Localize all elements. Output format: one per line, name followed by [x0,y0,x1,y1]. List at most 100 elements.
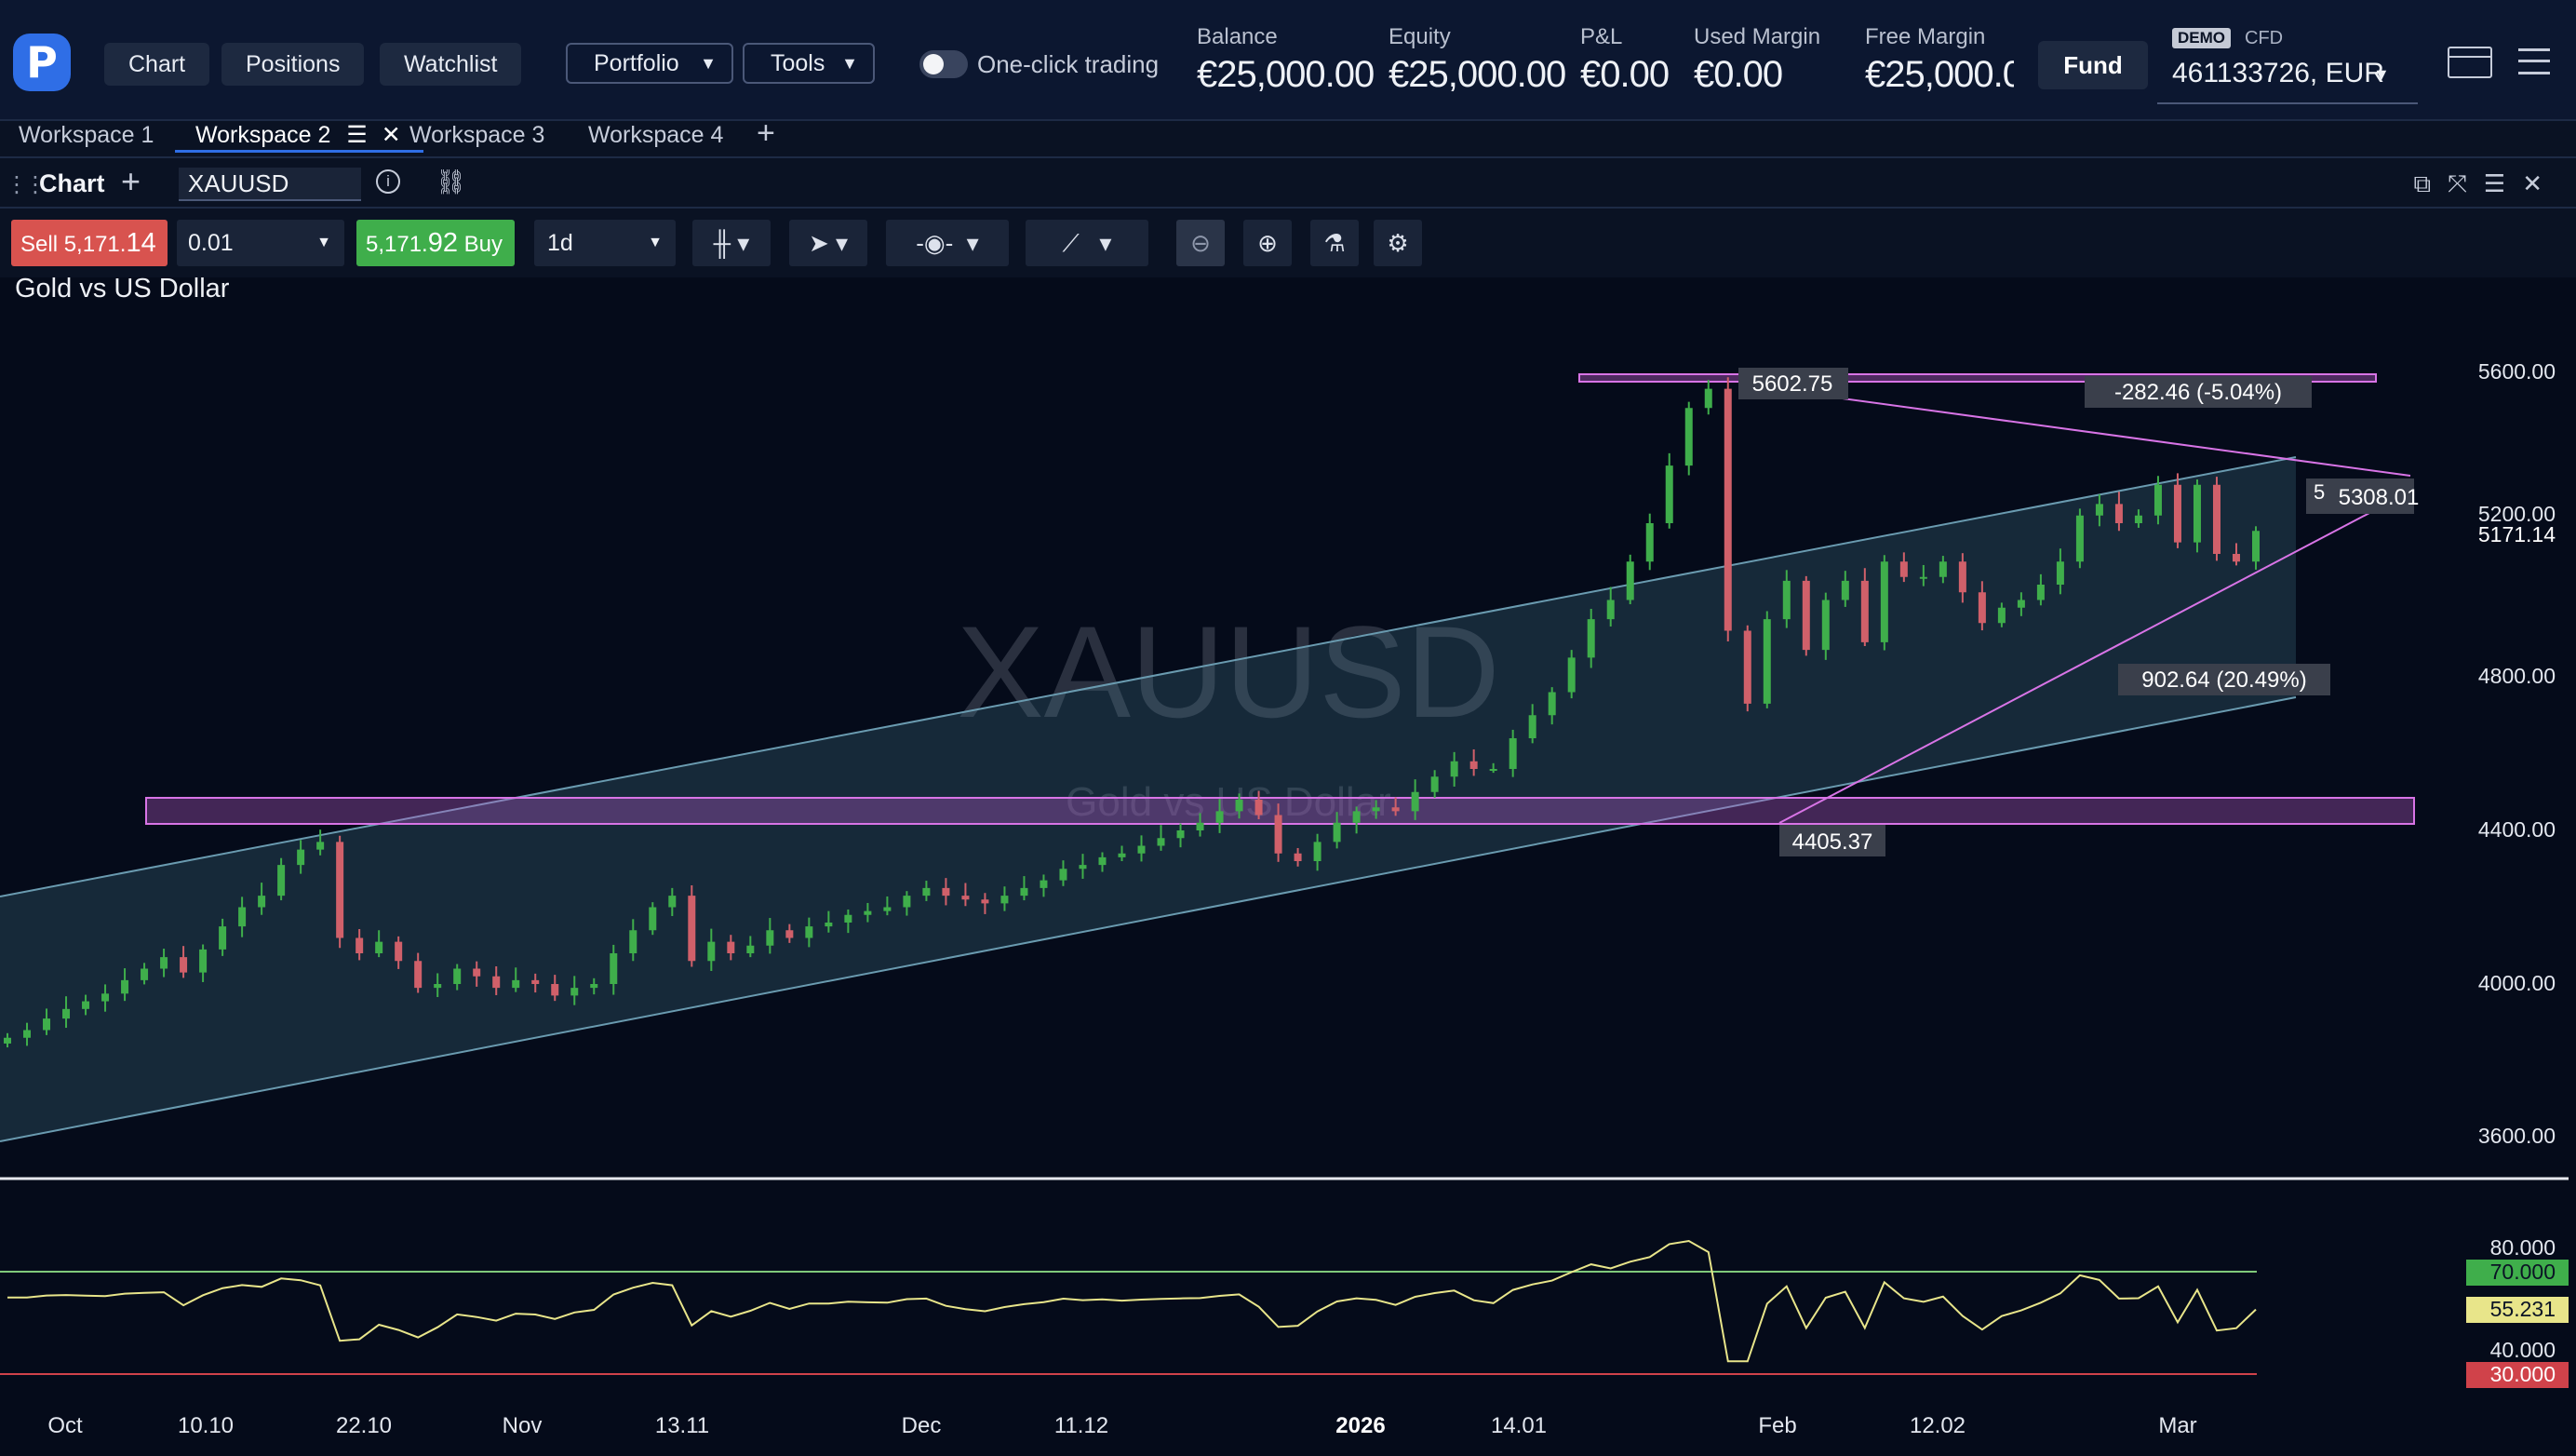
candle-body[interactable] [473,968,481,977]
candle-body[interactable] [1665,465,1673,523]
candle-body[interactable] [668,896,677,908]
channel-lower-line[interactable] [0,696,2297,1142]
candle-body[interactable] [1294,853,1302,861]
indicators-flask-icon[interactable]: ⚗ [1310,220,1359,266]
symbol-input[interactable]: XAUUSD [179,168,361,201]
tab-workspace-3[interactable]: Workspace 3 [409,122,545,148]
candle-body[interactable] [1215,811,1224,823]
candle-body[interactable] [1469,761,1478,769]
candle-body[interactable] [62,1008,71,1019]
cursor-tool-icon[interactable]: ➤ ▾ [789,220,867,266]
candle-body[interactable] [2232,554,2240,562]
layout-icon[interactable] [2448,47,2492,78]
candle-body[interactable] [1059,869,1067,881]
candle-body[interactable] [844,914,852,923]
drag-handle-icon[interactable]: ⋮⋮ [6,172,47,197]
price-chart-svg[interactable]: XAUUSD Gold vs US Dollar 5602.75 4405.37… [0,277,2576,1456]
candle-body[interactable] [1196,822,1204,830]
candle-body[interactable] [1176,830,1185,839]
candle-body[interactable] [1724,388,1732,631]
resistance-zone-rect[interactable] [1578,373,2377,383]
candle-body[interactable] [2036,585,2045,600]
candle-body[interactable] [1313,842,1322,861]
candle-body[interactable] [258,896,266,908]
candle-body[interactable] [825,923,833,927]
candle-body[interactable] [1528,715,1536,738]
candle-body[interactable] [1137,845,1146,854]
candle-body[interactable] [160,957,168,969]
candle-body[interactable] [82,1001,90,1009]
ascending-trendline[interactable] [1778,511,2372,824]
chart-area[interactable]: XAUUSD Gold vs US Dollar 5602.75 4405.37… [0,277,2576,1456]
candle-body[interactable] [238,907,247,927]
candle-body[interactable] [2134,515,2142,523]
candle-body[interactable] [942,887,950,897]
candle-body[interactable] [121,979,129,994]
candle-body[interactable] [1000,896,1009,904]
tab-workspace-2[interactable]: Workspace 2 ☰ ✕ [175,117,423,153]
candle-body[interactable] [1020,887,1028,897]
candle-body[interactable] [1040,880,1048,888]
quantity-select[interactable]: 0.01 ▼ [177,220,344,266]
candle-body[interactable] [1802,580,1810,651]
candle-body[interactable] [1997,607,2006,624]
candle-body[interactable] [2153,484,2162,516]
candle-body[interactable] [1411,791,1419,812]
candle-body[interactable] [2212,484,2220,554]
candle-body[interactable] [395,941,403,962]
candle-body[interactable] [2017,600,2025,608]
candle-body[interactable] [1391,807,1400,812]
expand-icon[interactable]: ⤧ [2448,169,2484,197]
candle-body[interactable] [707,941,716,962]
candle-body[interactable] [1450,761,1458,777]
candle-body[interactable] [981,899,989,904]
crosshair-tool-icon[interactable]: -◉- ▾ [886,220,1009,266]
descending-trendline[interactable] [1738,384,2411,477]
candle-body[interactable] [512,979,520,989]
candle-body[interactable] [1567,657,1576,693]
panel-menu-icon[interactable]: ☰ [2483,169,2523,197]
candle-body[interactable] [688,896,696,962]
trendline-tool-icon[interactable]: ⟋ ▾ [1026,220,1148,266]
sell-button[interactable]: Sell 5,171.14 [11,220,168,266]
date-axis[interactable]: Oct 10.10 22.10 Nov 13.11 Dec 11.12 2026… [47,1413,2196,1438]
candle-body[interactable] [2114,504,2123,523]
candle-body[interactable] [1860,580,1869,642]
candle-body[interactable] [1763,619,1771,704]
zoom-in-icon[interactable]: ⊕ [1243,220,1292,266]
candle-body[interactable] [1704,388,1712,409]
candle-body[interactable] [1254,800,1263,816]
candle-body[interactable] [1606,600,1615,620]
tab-menu-icon[interactable]: ☰ [346,122,368,148]
tab-workspace-4[interactable]: Workspace 4 [588,122,724,148]
tab-close-icon[interactable]: ✕ [381,122,401,148]
candle-body[interactable] [903,896,911,908]
timeframe-select[interactable]: 1d ▼ [534,220,676,266]
add-workspace-icon[interactable]: + [757,115,775,151]
candle-body[interactable] [277,865,286,897]
portfolio-dropdown[interactable]: Portfolio ▼ [566,43,733,84]
candle-body[interactable] [1645,523,1654,562]
add-chart-icon[interactable]: + [121,162,141,200]
rsi-line[interactable] [7,1239,2257,1363]
nav-positions-button[interactable]: Positions [221,43,365,86]
candle-body[interactable] [141,968,149,980]
candle-body[interactable] [492,976,501,989]
candle-body[interactable] [551,984,559,996]
candle-body[interactable] [590,984,598,989]
hamburger-menu-icon[interactable] [2518,48,2550,74]
tools-dropdown[interactable]: Tools ▼ [743,43,875,84]
candle-body[interactable] [1430,776,1439,792]
account-selector[interactable]: DEMO CFD 461133726, EUR ▼ [2157,19,2418,104]
candle-body[interactable] [570,988,579,996]
nav-watchlist-button[interactable]: Watchlist [380,43,522,86]
candle-body[interactable] [1157,838,1165,846]
candle-body[interactable] [746,945,755,953]
candle-body[interactable] [629,930,637,953]
zoom-out-icon[interactable]: ⊖ [1176,220,1225,266]
candle-body[interactable] [356,937,364,954]
candle-body[interactable] [1919,576,1927,579]
candle-body[interactable] [414,961,423,989]
one-click-trading-toggle[interactable] [919,50,968,78]
candle-body[interactable] [2056,561,2064,585]
